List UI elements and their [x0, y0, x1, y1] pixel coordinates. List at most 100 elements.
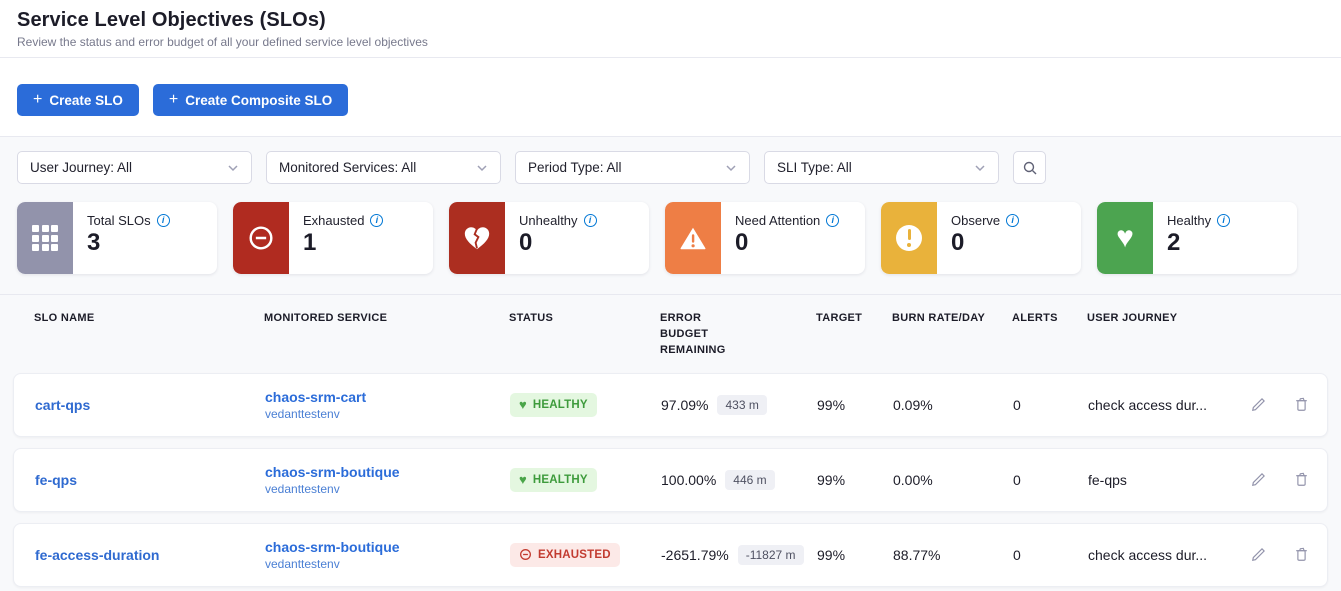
delete-button[interactable] [1291, 544, 1312, 565]
circle-minus-icon [520, 549, 531, 561]
card-label: Need Attention [735, 213, 821, 228]
error-budget-percent: -2651.79% [661, 546, 729, 563]
filter-bar: User Journey: All Monitored Services: Al… [0, 137, 1341, 196]
broken-heart-icon [449, 202, 505, 274]
info-icon[interactable]: i [1006, 214, 1020, 227]
error-budget-percent: 97.09% [661, 396, 709, 413]
content-zone: User Journey: All Monitored Services: Al… [0, 137, 1341, 591]
sli-type-filter-label: SLI Type: All [777, 160, 852, 175]
summary-cards-row: Total SLOs i 3 Exhausted i 1 [0, 196, 1341, 294]
edit-button[interactable] [1248, 544, 1269, 565]
card-value: 0 [519, 229, 533, 256]
alerts-count: 0 [1013, 471, 1021, 488]
trash-icon [1296, 473, 1307, 487]
alerts-count: 0 [1013, 546, 1021, 563]
monitored-service-link[interactable]: chaos-srm-boutique [265, 463, 400, 480]
status-badge: ♥ HEALTHY [510, 392, 597, 417]
user-journey-filter[interactable]: User Journey: All [17, 151, 252, 184]
target-value: 99% [817, 471, 846, 488]
column-header-status: STATUS [509, 312, 554, 324]
create-composite-slo-button[interactable]: + Create Composite SLO [152, 84, 349, 116]
edit-button[interactable] [1248, 394, 1269, 415]
chevron-down-icon [726, 164, 736, 171]
plus-icon: + [168, 91, 179, 108]
card-label: Healthy [1167, 213, 1212, 228]
column-header-error-budget: ERROR BUDGET REMAINING [660, 312, 726, 356]
card-label: Total SLOs [87, 213, 151, 228]
trash-icon [1296, 548, 1307, 562]
slo-table: SLO NAME MONITORED SERVICE STATUS ERROR … [0, 294, 1341, 587]
summary-card-observe[interactable]: Observe i 0 [881, 202, 1081, 274]
page-header: Service Level Objectives (SLOs) Review t… [0, 0, 1341, 58]
search-button[interactable] [1013, 151, 1046, 184]
plus-icon: + [33, 91, 43, 108]
column-header-burn-rate: BURN RATE/DAY [892, 312, 986, 324]
search-icon [1023, 161, 1036, 174]
table-row[interactable]: fe-qps chaos-srm-boutique vedanttestenv … [13, 447, 1328, 512]
info-icon[interactable]: i [156, 214, 170, 227]
table-row[interactable]: cart-qps chaos-srm-cart vedanttestenv ♥ … [13, 372, 1328, 437]
summary-card-exhausted[interactable]: Exhausted i 1 [233, 202, 433, 274]
table-row[interactable]: fe-access-duration chaos-srm-boutique ve… [13, 522, 1328, 587]
heart-icon: ♥ [1097, 202, 1153, 274]
target-value: 99% [817, 396, 846, 413]
slo-name-link[interactable]: cart-qps [35, 396, 91, 413]
column-header-alerts: ALERTS [1012, 312, 1058, 324]
info-icon[interactable]: i [583, 214, 597, 227]
monitored-services-filter-label: Monitored Services: All [279, 160, 417, 175]
slo-name-link[interactable]: fe-access-duration [35, 546, 160, 563]
card-value: 0 [735, 229, 749, 256]
card-value: 0 [951, 229, 965, 256]
trash-icon [1296, 398, 1307, 412]
card-value: 2 [1167, 229, 1181, 256]
page-title: Service Level Objectives (SLOs) [17, 9, 326, 31]
burn-rate-value: 0.09% [893, 396, 933, 413]
sli-type-filter[interactable]: SLI Type: All [764, 151, 999, 184]
user-journey-filter-label: User Journey: All [30, 160, 133, 175]
heart-icon: ♥ [519, 397, 527, 413]
create-composite-slo-label: Create Composite SLO [185, 92, 333, 108]
page-subtitle: Review the status and error budget of al… [17, 35, 428, 49]
slo-name-link[interactable]: fe-qps [35, 471, 77, 488]
period-type-filter[interactable]: Period Type: All [515, 151, 750, 184]
monitored-service-link[interactable]: chaos-srm-boutique [265, 538, 400, 555]
grid-icon [17, 202, 73, 274]
summary-card-need-attention[interactable]: Need Attention i 0 [665, 202, 865, 274]
summary-card-healthy[interactable]: ♥ Healthy i 2 [1097, 202, 1297, 274]
column-header-monitored-service: MONITORED SERVICE [264, 312, 388, 324]
edit-button[interactable] [1248, 469, 1269, 490]
monitored-service-link[interactable]: chaos-srm-cart [265, 388, 367, 405]
warning-triangle-icon [665, 202, 721, 274]
period-type-filter-label: Period Type: All [528, 160, 622, 175]
summary-card-unhealthy[interactable]: Unhealthy i 0 [449, 202, 649, 274]
info-icon[interactable]: i [370, 214, 384, 227]
card-value: 1 [303, 229, 317, 256]
card-label: Exhausted [303, 213, 365, 228]
environment-link[interactable]: vedanttestenv [265, 481, 340, 496]
table-header-row: SLO NAME MONITORED SERVICE STATUS ERROR … [0, 295, 1341, 373]
monitored-services-filter[interactable]: Monitored Services: All [266, 151, 501, 184]
card-value: 3 [87, 229, 101, 256]
pencil-icon [1252, 548, 1265, 562]
create-slo-button[interactable]: + Create SLO [17, 84, 139, 116]
environment-link[interactable]: vedanttestenv [265, 406, 340, 421]
card-label: Unhealthy [519, 213, 578, 228]
user-journey-value: check access dur... [1088, 546, 1208, 563]
error-budget-minutes: 433 m [717, 394, 767, 415]
pencil-icon [1252, 398, 1265, 412]
create-slo-label: Create SLO [49, 92, 123, 108]
actions-bar: + Create SLO + Create Composite SLO [0, 58, 1341, 137]
summary-card-total-slos[interactable]: Total SLOs i 3 [17, 202, 217, 274]
info-icon[interactable]: i [826, 214, 840, 227]
user-journey-value: check access dur... [1088, 396, 1208, 413]
environment-link[interactable]: vedanttestenv [265, 556, 340, 571]
burn-rate-value: 88.77% [893, 546, 941, 563]
info-icon[interactable]: i [1217, 214, 1231, 227]
delete-button[interactable] [1291, 394, 1312, 415]
chevron-down-icon [975, 164, 985, 171]
heart-icon: ♥ [519, 472, 527, 488]
error-budget-minutes: -11827 m [737, 544, 804, 565]
column-header-target: TARGET [816, 312, 863, 324]
status-badge: EXHAUSTED [510, 542, 620, 567]
delete-button[interactable] [1291, 469, 1312, 490]
